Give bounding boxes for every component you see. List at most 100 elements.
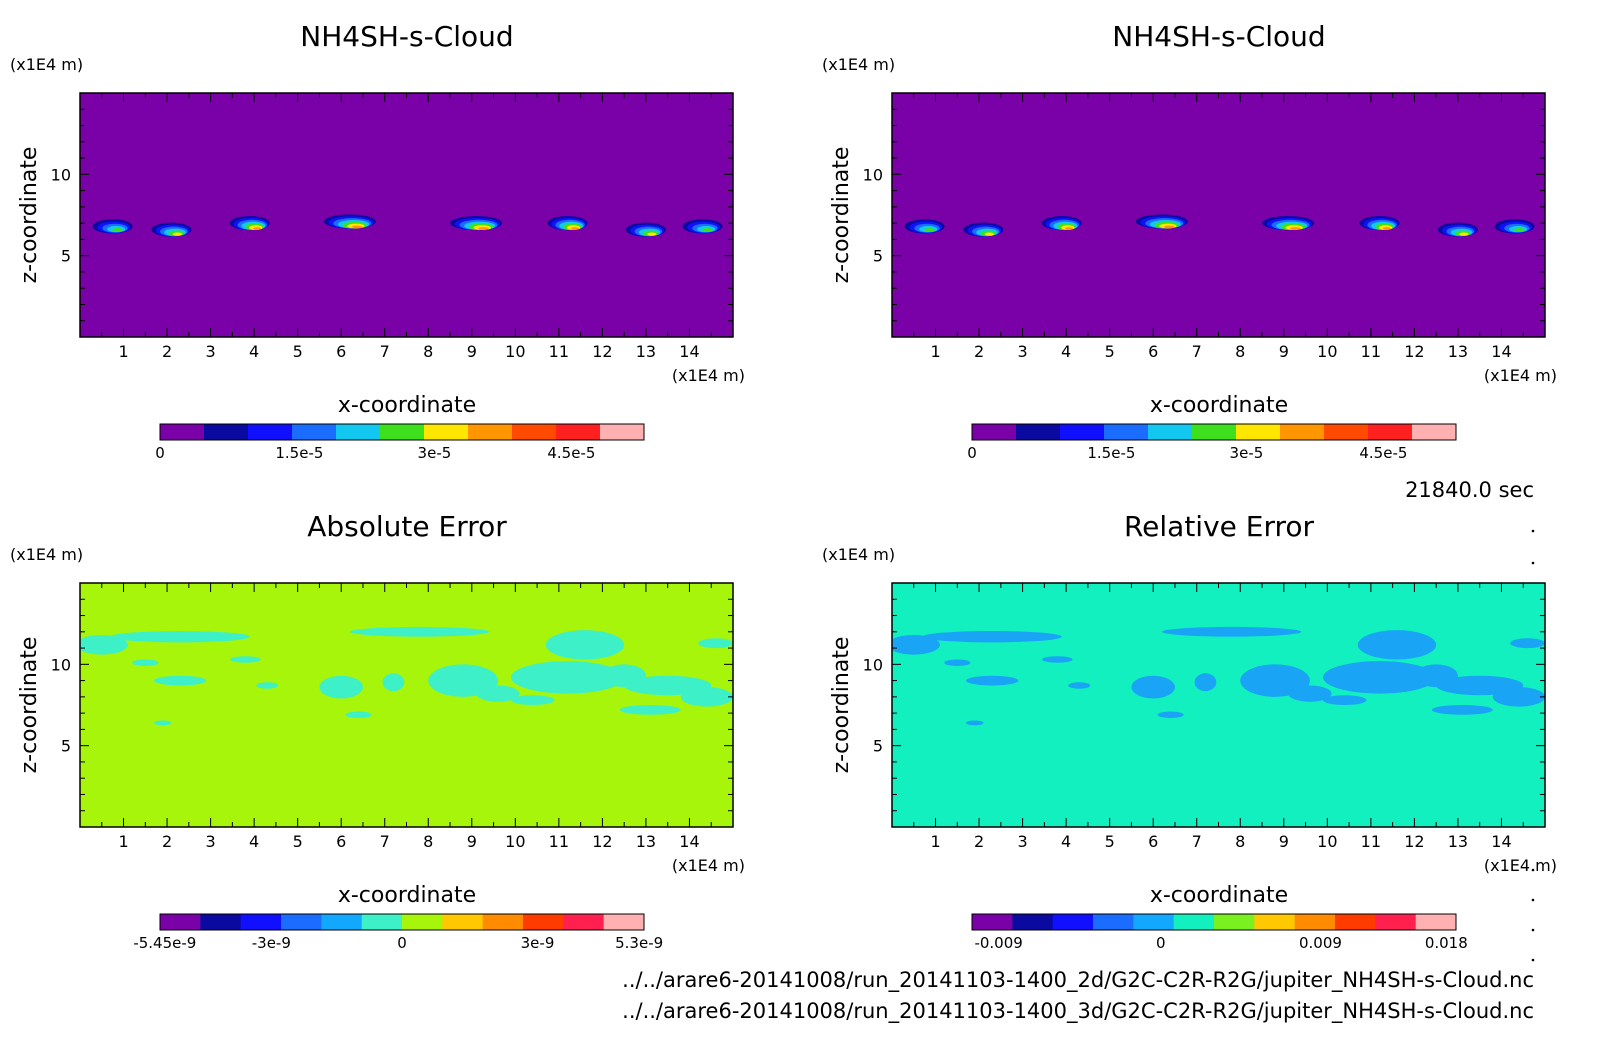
colorbar-swatch [972, 914, 1013, 930]
colorbar-swatch [1060, 424, 1105, 440]
cloud-3 [229, 216, 270, 231]
colorbar-swatch [1173, 914, 1215, 930]
colorbar-swatch [1368, 424, 1413, 440]
error-patch-10 [476, 685, 520, 702]
x-tick-label: 12 [592, 832, 612, 851]
x-tick-label: 7 [1192, 342, 1202, 361]
x-tick-label: 13 [1448, 342, 1468, 361]
x-tick-label: 11 [1361, 832, 1381, 851]
colorbar-tick-label: 4.5e-5 [547, 444, 595, 462]
x-tick-label: 8 [1235, 342, 1245, 361]
x-tick-label: 6 [336, 342, 346, 361]
chart-title: NH4SH-s-Cloud [300, 20, 513, 53]
error-patch-13 [545, 630, 625, 660]
colorbar-tick-label: 0.009 [1299, 934, 1342, 952]
x-tick-label: 10 [1317, 832, 1337, 851]
colorbar-tick-label: 0 [967, 444, 977, 462]
colorbar-swatch [1294, 914, 1336, 930]
cloud-contour [172, 232, 183, 236]
colorbar-swatch [482, 914, 524, 930]
colorbar-swatch [1236, 424, 1281, 440]
x-tick-label: 10 [505, 342, 525, 361]
y-axis-label: z-coordinate [829, 147, 854, 284]
colorbar-swatch [160, 914, 201, 930]
error-patch-4 [230, 656, 261, 663]
cloud-6 [547, 216, 588, 231]
error-patch-17 [1492, 687, 1545, 707]
colorbar-swatch [336, 424, 381, 440]
error-patch-11 [349, 626, 490, 637]
x-tick-label: 10 [505, 832, 525, 851]
colorbar-swatch [523, 914, 564, 930]
error-patch-3 [132, 659, 159, 666]
x-tick-label: 7 [380, 832, 390, 851]
x-tick-label: 10 [1317, 342, 1337, 361]
x-tick-label: 1 [118, 342, 128, 361]
colorbar-swatch [1016, 424, 1061, 440]
x-tick-label: 4 [1061, 832, 1071, 851]
colorbar-swatch [442, 914, 484, 930]
error-patch-18 [619, 705, 681, 715]
error-patch-8 [1194, 673, 1217, 692]
colorbar-tick-label: 0 [155, 444, 165, 462]
chart-title: NH4SH-s-Cloud [1112, 20, 1325, 53]
x-unit-label: (x1E4 m) [1484, 366, 1557, 385]
colorbar-swatch [1254, 914, 1296, 930]
error-patch-7 [319, 675, 363, 699]
error-patch-2 [110, 630, 250, 643]
x-tick-label: 14 [679, 832, 699, 851]
error-patch-10 [1288, 685, 1332, 702]
colorbar-tick-label: 1.5e-5 [275, 444, 323, 462]
x-axis-label: x-coordinate [338, 883, 476, 908]
colorbar-swatch [402, 914, 443, 930]
x-unit-label: (x1E4 m) [672, 856, 745, 875]
colorbar-tick-label: 0.018 [1425, 934, 1468, 952]
cloud-6 [1359, 216, 1400, 231]
footer-file-line-2: ../../arare6-20141008/run_20141103-1400_… [622, 999, 1534, 1024]
x-tick-label: 8 [423, 342, 433, 361]
error-patch-6 [256, 682, 279, 689]
x-tick-label: 14 [679, 342, 699, 361]
x-tick-label: 11 [1361, 342, 1381, 361]
x-tick-label: 11 [549, 342, 569, 361]
colorbar-tick-label: -3e-9 [252, 934, 291, 952]
error-patch-7 [1131, 675, 1175, 699]
x-tick-label: 9 [1279, 342, 1289, 361]
y-tick-label: 5 [61, 737, 71, 756]
field-background [80, 93, 733, 337]
plot-area [892, 93, 1545, 337]
chart-panel-2: NH4SH-s-Cloud (x1E4 m) (x1E4 m) x-coordinat… [822, 20, 1557, 462]
colorbar-swatch [240, 914, 282, 930]
chart-panel-1: NH4SH-s-Cloud (x1E4 m) (x1E4 m) x-coordinat… [10, 20, 745, 462]
cloud-contour [1064, 227, 1073, 230]
colorbar-swatch [160, 424, 205, 440]
x-tick-label: 4 [249, 832, 259, 851]
cloud-5 [1262, 216, 1315, 231]
error-patch-21 [154, 720, 172, 726]
cloud-2 [151, 222, 192, 237]
colorbar-swatch [204, 424, 249, 440]
cloud-5 [450, 216, 503, 231]
cloud-contour [351, 225, 363, 229]
cloud-8 [1494, 219, 1535, 234]
y-unit-label: (x1E4 m) [822, 545, 895, 564]
x-tick-label: 11 [549, 832, 569, 851]
error-patch-1 [892, 635, 940, 655]
colorbar-swatch [512, 424, 557, 440]
colorbar: -5.45e-9 -3e-9 0 3e-9 5.3e-9 [133, 913, 663, 952]
error-patch-19 [510, 695, 555, 705]
colorbar-tick-label: 4.5e-5 [1359, 444, 1407, 462]
colorbar-swatch [600, 424, 645, 440]
x-tick-label: 7 [380, 342, 390, 361]
error-patch-5 [154, 675, 207, 686]
cloud-contour [1163, 225, 1175, 229]
x-unit-label: (x1E4 m) [1484, 856, 1557, 875]
x-tick-label: 9 [467, 832, 477, 851]
colorbar-swatch [1335, 914, 1376, 930]
footer-file-line-1: ../../arare6-20141008/run_20141103-1400_… [622, 968, 1534, 993]
chart-panel-3: Absolute Error (x1E4 m) (x1E4 m) x-coordina… [10, 510, 745, 952]
x-tick-label: 6 [1148, 342, 1158, 361]
x-tick-label: 8 [1235, 832, 1245, 851]
colorbar-swatch [424, 424, 469, 440]
